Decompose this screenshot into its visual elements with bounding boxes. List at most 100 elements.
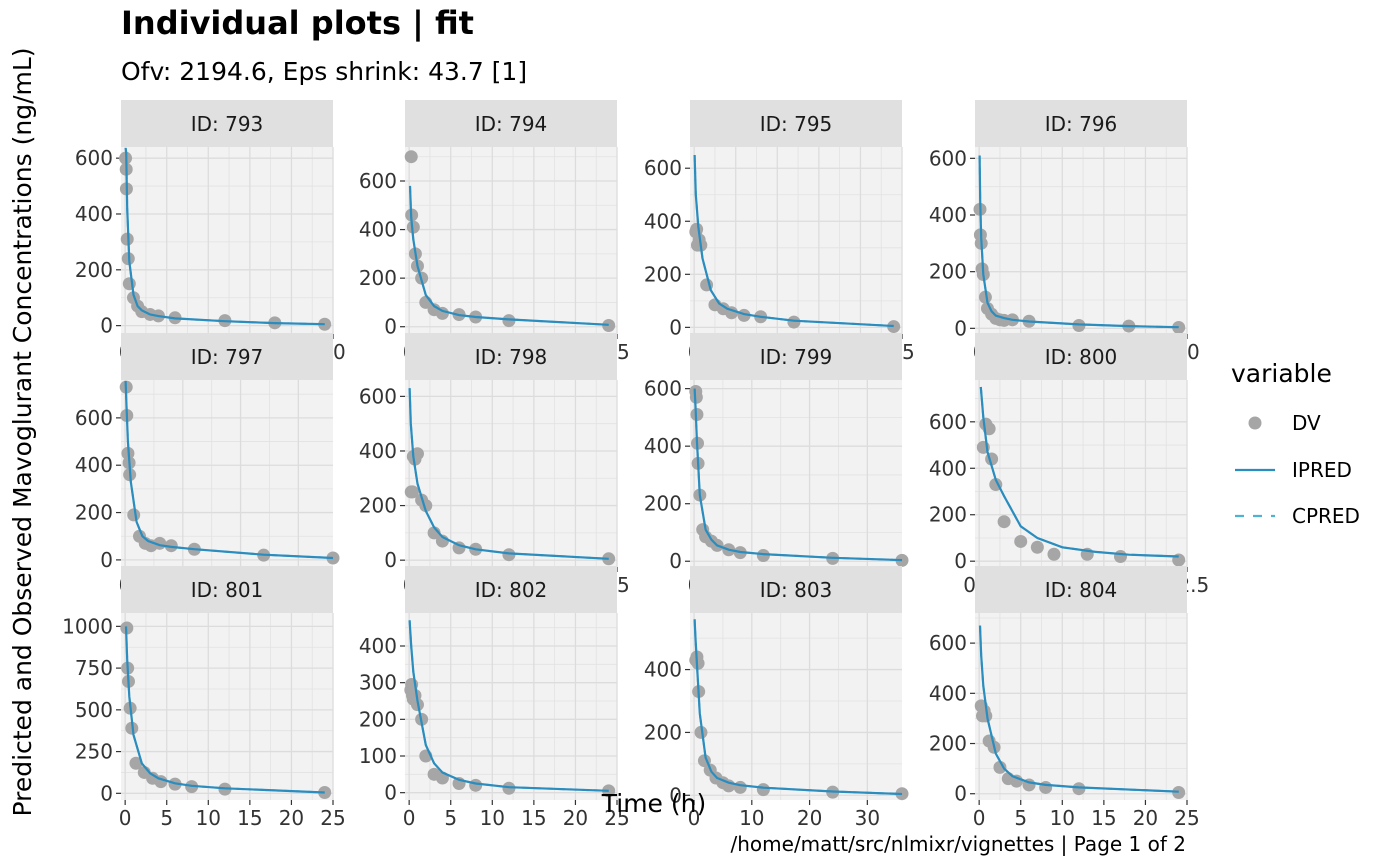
dv-point	[978, 290, 992, 304]
y-tick-label: 200	[644, 492, 682, 516]
facet-strip	[690, 566, 902, 613]
x-tick-label: 15	[521, 806, 546, 830]
facet-panel: ID: 796010203040500200400600	[929, 100, 1200, 364]
y-tick-label: 200	[359, 707, 397, 731]
ipred-line	[979, 386, 1179, 558]
y-tick-label: 200	[75, 501, 113, 525]
y-tick-label: 400	[929, 681, 967, 705]
y-tick-label: 200	[75, 258, 113, 282]
y-tick-label: 600	[359, 384, 397, 408]
dv-point	[694, 725, 708, 739]
y-tick-label: 400	[359, 439, 397, 463]
facet-strip	[405, 566, 617, 613]
facet-strip	[975, 333, 1187, 380]
ipred-line	[124, 626, 325, 794]
ipred-line	[978, 155, 1179, 329]
panel-background	[121, 613, 333, 800]
y-tick-label: 200	[644, 720, 682, 744]
facet-strip	[405, 100, 617, 147]
y-tick-label: 600	[75, 146, 113, 170]
dv-point	[164, 539, 178, 553]
y-tick-label: 0	[669, 315, 682, 339]
ipred-line	[124, 380, 334, 560]
facet-strip	[690, 333, 902, 380]
dv-point	[1014, 534, 1028, 548]
dv-point	[756, 548, 770, 562]
x-tick-label: 0	[973, 806, 986, 830]
x-tick-label: 20	[1133, 806, 1158, 830]
y-tick-label: 200	[644, 262, 682, 286]
dv-point	[404, 150, 418, 164]
y-axis-label: Predicted and Observed Mavoglurant Conce…	[8, 47, 37, 816]
x-tick-label: 0	[119, 806, 132, 830]
x-tick-label: 5	[160, 806, 173, 830]
ipred-line	[124, 147, 325, 326]
panel-background	[975, 147, 1187, 334]
y-tick-label: 0	[954, 316, 967, 340]
panel-background	[690, 613, 902, 800]
dv-point	[406, 220, 420, 234]
facet-panel: ID: 79805101520250200400600	[359, 333, 630, 597]
y-tick-label: 0	[100, 314, 113, 338]
facet-panel: ID: 79901020300200400600	[644, 333, 909, 597]
y-tick-label: 0	[669, 549, 682, 573]
panel-background	[975, 380, 1187, 567]
dv-point	[689, 390, 703, 404]
x-tick-label: 10	[480, 806, 505, 830]
y-tick-label: 300	[359, 671, 397, 695]
ipred-line	[408, 620, 609, 792]
y-tick-label: 600	[929, 410, 967, 434]
y-tick-label: 200	[359, 266, 397, 290]
y-tick-label: 0	[100, 548, 113, 572]
dv-point	[127, 508, 141, 522]
dv-point	[326, 551, 340, 565]
dv-point	[979, 709, 993, 723]
y-tick-label: 400	[359, 634, 397, 658]
x-tick-label: 20	[279, 806, 304, 830]
y-tick-label: 0	[384, 548, 397, 572]
panel-background	[121, 380, 333, 567]
ipred-line	[693, 154, 894, 328]
legend-title: variable	[1231, 359, 1332, 388]
x-tick-label: 0	[688, 806, 701, 830]
dv-point	[1072, 782, 1086, 796]
facet-strip-label: ID: 794	[475, 112, 548, 136]
x-tick-label: 0	[403, 806, 416, 830]
x-tick-label: 5	[1014, 806, 1027, 830]
dv-point	[1172, 785, 1186, 799]
facet-strip-label: ID: 804	[1045, 578, 1118, 602]
dv-point	[1030, 540, 1044, 554]
x-tick-label: 10	[196, 806, 221, 830]
dv-point	[502, 548, 516, 562]
dv-point	[997, 515, 1011, 529]
panel-background	[690, 380, 902, 567]
x-tick-label: 5	[444, 806, 457, 830]
ipred-line	[693, 619, 903, 796]
dv-point	[895, 553, 909, 567]
y-tick-label: 200	[929, 260, 967, 284]
x-tick-label: 25	[1174, 806, 1199, 830]
y-tick-label: 0	[669, 783, 682, 807]
facet-strip	[975, 566, 1187, 613]
facet-strip-label: ID: 797	[191, 345, 264, 369]
y-tick-label: 500	[75, 698, 113, 722]
y-tick-label: 400	[75, 453, 113, 477]
caption: /home/matt/src/nlmixr/vignettes | Page 1…	[731, 832, 1187, 856]
facet-strip-label: ID: 803	[760, 578, 833, 602]
y-tick-label: 400	[644, 658, 682, 682]
x-tick-label: 30	[855, 806, 880, 830]
ipred-line	[408, 388, 609, 560]
ipred-line	[693, 388, 903, 562]
facet-panel: ID: 804 0 5 10 15 20 25 0 200 400 600	[929, 566, 1200, 830]
facet-strip	[121, 566, 333, 613]
facet-strip	[121, 100, 333, 147]
facet-strip-label: ID: 796	[1045, 112, 1118, 136]
dv-point	[1113, 550, 1127, 564]
facet-panel: ID: 79505101520250200400600	[644, 100, 915, 364]
legend-label: CPRED	[1292, 504, 1360, 528]
y-tick-label: 400	[929, 456, 967, 480]
y-tick-label: 250	[75, 740, 113, 764]
dv-point	[502, 314, 516, 328]
facet-panels: ID: 793010203040500200400600ID: 79405101…	[62, 100, 1209, 830]
